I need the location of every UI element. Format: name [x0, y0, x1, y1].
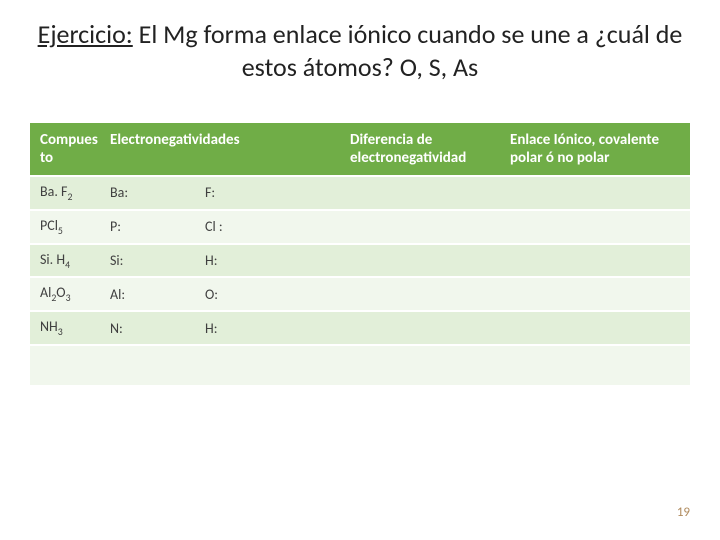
- cell-compound: NH3: [30, 311, 100, 345]
- cell-en: Ba:F:: [100, 176, 340, 210]
- cell-diff: [340, 210, 500, 244]
- cell-diff: [340, 244, 500, 278]
- cell-en: Al:O:: [100, 277, 340, 311]
- header-bond-type: Enlace Iónico, covalente polar ó no pola…: [500, 123, 690, 176]
- cell-compound: PCl5: [30, 210, 100, 244]
- cell-type: [500, 244, 690, 278]
- header-compound: Compues to: [30, 123, 100, 176]
- table-row: Al2O3 Al:O:: [30, 277, 690, 311]
- header-electronegativities: Electronegatividades: [100, 123, 340, 176]
- cell-en: Si:H:: [100, 244, 340, 278]
- cell-type: [500, 210, 690, 244]
- cell-compound: Si. H4: [30, 244, 100, 278]
- table-row: NH3 N:H:: [30, 311, 690, 345]
- cell-compound: Al2O3: [30, 277, 100, 311]
- table-row: PCl5 P:Cl :: [30, 210, 690, 244]
- bond-table: Compues to Electronegatividades Diferenc…: [30, 123, 690, 385]
- table-row: Ba. F2 Ba:F:: [30, 176, 690, 210]
- cell-diff: [340, 277, 500, 311]
- header-difference: Diferencia de electronegatividad: [340, 123, 500, 176]
- title-lead: Ejercicio:: [38, 18, 133, 50]
- table-header-row: Compues to Electronegatividades Diferenc…: [30, 123, 690, 176]
- cell-type: [500, 176, 690, 210]
- cell-type: [500, 277, 690, 311]
- table-row: Si. H4 Si:H:: [30, 244, 690, 278]
- cell-diff: [340, 311, 500, 345]
- cell-en: N:H:: [100, 311, 340, 345]
- cell-diff: [340, 176, 500, 210]
- cell-type: [500, 311, 690, 345]
- slide-title: Ejercicio: El Mg forma enlace iónico cua…: [30, 18, 690, 83]
- title-rest: El Mg forma enlace iónico cuando se une …: [133, 18, 683, 83]
- page-number: 19: [677, 505, 690, 520]
- cell-compound: Ba. F2: [30, 176, 100, 210]
- table-row-blank: [30, 345, 690, 385]
- cell-en: P:Cl :: [100, 210, 340, 244]
